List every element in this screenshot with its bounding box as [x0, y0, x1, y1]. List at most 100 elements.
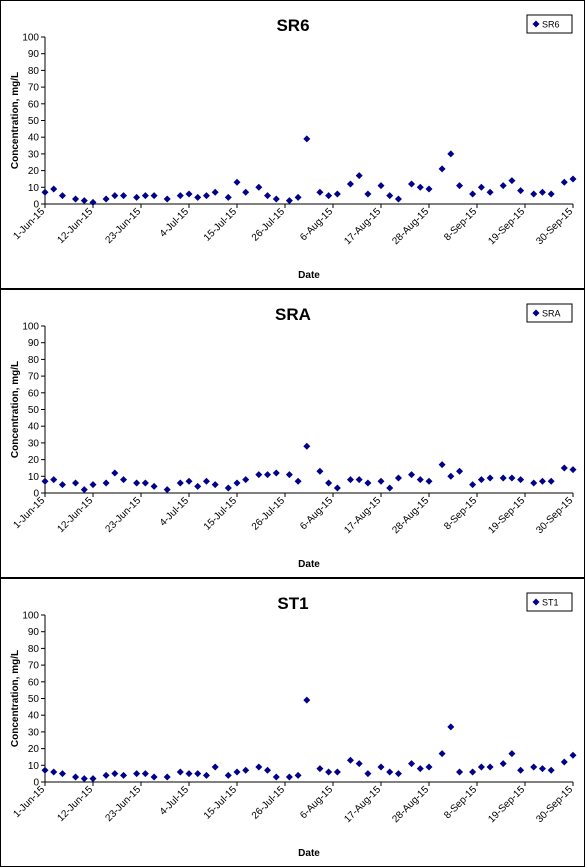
- y-tick-label: 90: [28, 49, 40, 60]
- legend-box: [526, 592, 573, 612]
- y-tick-label: 60: [28, 99, 40, 110]
- y-tick-label: 20: [28, 455, 40, 466]
- data-point-sra: [547, 477, 555, 485]
- data-point-st1: [425, 763, 433, 771]
- data-point-st1: [72, 773, 80, 781]
- data-point-sr6: [333, 190, 341, 198]
- data-point-st1: [547, 766, 555, 774]
- data-point-sr6: [102, 195, 110, 203]
- y-tick-label: 40: [28, 711, 40, 722]
- data-point-st1: [285, 773, 293, 781]
- x-tick-label: 6-Aug-15: [298, 206, 335, 243]
- data-point-st1: [242, 766, 250, 774]
- data-point-sra: [133, 479, 141, 487]
- data-point-sra: [176, 479, 184, 487]
- data-point-st1: [89, 775, 97, 783]
- legend-marker: [532, 309, 540, 317]
- y-tick-label: 10: [28, 761, 40, 772]
- data-point-st1: [456, 768, 464, 776]
- x-tick-label: 1-Jun-15: [11, 206, 47, 242]
- y-tick-label: 50: [28, 116, 40, 127]
- x-tick-label: 6-Aug-15: [298, 784, 335, 821]
- x-tick-label: 15-Jul-15: [202, 495, 240, 533]
- x-tick-label: 23-Jun-15: [104, 206, 144, 246]
- data-point-sra: [163, 486, 171, 494]
- data-point-sr6: [425, 185, 433, 193]
- data-point-st1: [80, 775, 88, 783]
- data-point-st1: [517, 766, 525, 774]
- data-point-st1: [185, 770, 193, 778]
- data-point-st1: [58, 770, 66, 778]
- data-point-sra: [477, 476, 485, 484]
- data-point-sr6: [377, 182, 385, 190]
- data-point-sra: [141, 479, 149, 487]
- data-point-st1: [176, 768, 184, 776]
- data-point-sra: [425, 477, 433, 485]
- data-point-st1: [264, 766, 272, 774]
- y-tick-label: 80: [28, 355, 40, 366]
- data-point-sr6: [517, 187, 525, 195]
- y-tick-label: 90: [28, 627, 40, 638]
- data-point-sra: [233, 479, 241, 487]
- data-point-st1: [508, 750, 516, 758]
- data-point-sr6: [224, 193, 232, 201]
- x-tick-label: 26-Jul-15: [250, 206, 288, 244]
- data-point-st1: [303, 696, 311, 704]
- data-point-sra: [111, 469, 119, 477]
- data-point-st1: [355, 760, 363, 768]
- data-point-st1: [255, 763, 263, 771]
- y-tick-label: 10: [28, 183, 40, 194]
- data-point-sra: [202, 477, 210, 485]
- data-point-st1: [394, 770, 402, 778]
- data-point-st1: [325, 768, 333, 776]
- data-point-st1: [386, 768, 394, 776]
- data-point-sr6: [150, 192, 158, 200]
- data-point-sra: [50, 476, 58, 484]
- y-tick-label: 70: [28, 661, 40, 672]
- data-point-sra: [447, 472, 455, 480]
- data-point-st1: [333, 768, 341, 776]
- chart-svg-sr6: SR6 0 10 20 30 40 50 60 70 80 90 100 1-Jun-15 12-Jun-…: [10, 14, 577, 281]
- x-tick-label: 8-Sep-15: [442, 784, 479, 821]
- data-point-sra: [346, 476, 354, 484]
- data-point-sr6: [416, 183, 424, 191]
- y-tick-label: 10: [28, 472, 40, 483]
- data-point-sr6: [316, 188, 324, 196]
- chart-panel-st1: ST1 0 10 20 30 40 50 60 70 80 90 100 1-Jun-15 12-Jun-…: [0, 578, 585, 867]
- data-point-sra: [438, 461, 446, 469]
- chart-title: ST1: [277, 594, 308, 613]
- data-point-sr6: [163, 195, 171, 203]
- y-tick-label: 40: [28, 133, 40, 144]
- data-point-st1: [408, 760, 416, 768]
- y-axis-title: Concentration, mg/L: [10, 361, 21, 458]
- y-tick-label: 50: [28, 405, 40, 416]
- data-point-st1: [41, 766, 49, 774]
- data-point-sra: [242, 476, 250, 484]
- data-point-st1: [469, 768, 477, 776]
- x-tick-label: 23-Jun-15: [104, 784, 144, 824]
- data-point-sra: [386, 484, 394, 492]
- legend-box: [526, 14, 573, 34]
- x-tick-label: 17-Aug-15: [342, 206, 383, 247]
- data-point-sr6: [386, 192, 394, 200]
- data-point-sr6: [72, 195, 80, 203]
- data-point-sr6: [80, 197, 88, 205]
- data-point-st1: [102, 771, 110, 779]
- data-point-st1: [499, 760, 507, 768]
- data-point-st1: [133, 770, 141, 778]
- data-point-sra: [194, 482, 202, 490]
- data-point-sr6: [185, 190, 193, 198]
- data-point-sr6: [364, 190, 372, 198]
- data-point-st1: [141, 770, 149, 778]
- data-point-sr6: [255, 183, 263, 191]
- data-point-sr6: [547, 190, 555, 198]
- y-tick-label: 0: [33, 200, 39, 211]
- data-point-sr6: [346, 180, 354, 188]
- data-point-st1: [316, 765, 324, 773]
- data-point-sra: [569, 466, 577, 474]
- x-tick-label: 6-Aug-15: [298, 495, 335, 532]
- data-point-sr6: [499, 182, 507, 190]
- data-point-sra: [394, 474, 402, 482]
- data-point-sr6: [202, 192, 210, 200]
- chart-title: SR6: [276, 16, 309, 35]
